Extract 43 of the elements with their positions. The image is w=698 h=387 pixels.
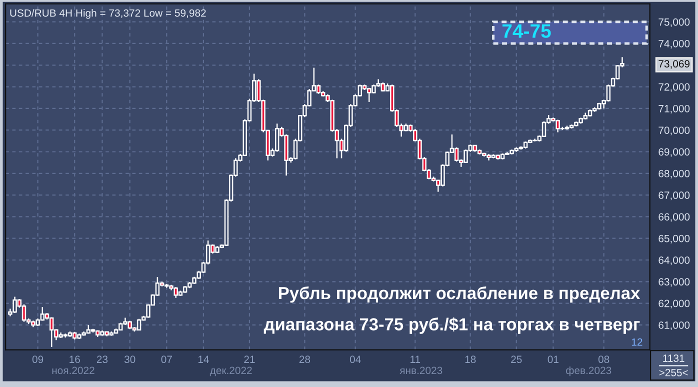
x-tick-label: 30 (124, 356, 136, 364)
text: дек.2022 (210, 366, 252, 376)
text: янв.2023 (400, 366, 442, 374)
x-tick-label: 04 (350, 356, 361, 364)
text: >255< (659, 368, 688, 376)
text: фев.2023 (566, 366, 612, 376)
y-tick-label: 75,000 (658, 18, 690, 27)
y-tick-label: 72,000 (658, 83, 690, 92)
chart-title: USD/RUB 4H High = 73,372 Low = 59,982 (10, 9, 206, 19)
y-tick-label: 65,000 (658, 234, 690, 244)
y-tick-label: 64,000 (658, 256, 690, 266)
x-tick-label: 14 (198, 356, 209, 363)
annotation: Рубль продолжит ослабление в пределах (278, 286, 640, 303)
annotation: диапазона 73-75 руб./$1 на торгах в четверг (264, 317, 640, 334)
text: 1131 (663, 354, 684, 362)
y-tick-label: 70,000 (658, 126, 690, 136)
y-tick-label: 66,000 (658, 213, 690, 222)
y-tick-label: 62,000 (658, 300, 690, 308)
x-tick-label: 21 (244, 356, 255, 363)
y-tick-label: 71,000 (658, 104, 690, 114)
candlestick (136, 318, 142, 331)
x-tick-label: 01 (548, 356, 558, 364)
text: 12 (632, 338, 642, 346)
x-tick-label: 25 (511, 356, 522, 364)
y-tick-label: 74,000 (658, 40, 690, 49)
y-tick-label: 73,069 (658, 60, 690, 69)
y-tick-label: 69,000 (658, 148, 690, 157)
candlestick (22, 304, 26, 322)
x-tick-label: 08 (598, 356, 610, 364)
x-tick-label: 23 (96, 356, 108, 364)
x-tick-label: 07 (161, 356, 172, 364)
x-tick-label: 18 (465, 356, 476, 364)
x-tick-label: 28 (299, 356, 310, 364)
x-tick-label: 09 (32, 356, 44, 364)
y-tick-label: 68,000 (658, 170, 690, 178)
band-label: 74-75 (502, 24, 551, 38)
y-tick-label: 67,000 (658, 192, 690, 200)
y-tick-label: 63,000 (658, 278, 690, 287)
x-tick-label: 16 (70, 356, 80, 364)
y-tick-label: 61,000 (658, 321, 690, 330)
x-tick-label: 11 (410, 356, 420, 363)
candlestick (542, 120, 546, 138)
text: ноя.2022 (52, 366, 94, 374)
